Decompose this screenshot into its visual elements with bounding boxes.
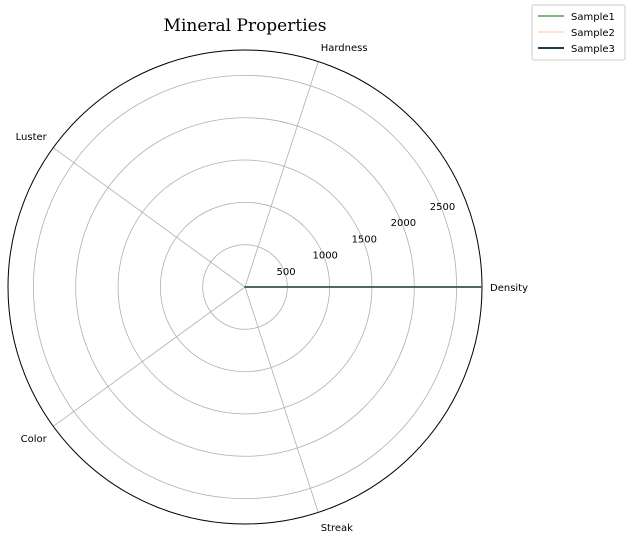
legend: Sample1 Sample2 Sample3 [531, 4, 626, 61]
radial-tick-label: 2000 [391, 218, 416, 229]
axis-label-streak: Streak [321, 523, 353, 534]
radial-tick-label: 1000 [312, 251, 337, 262]
legend-label-sample2: Sample2 [571, 28, 615, 39]
spoke-luster [53, 147, 246, 288]
spoke-hardness [244, 61, 319, 288]
axis-label-density: Density [490, 283, 528, 294]
spoke-color [53, 286, 246, 427]
radar-spokes [53, 61, 482, 513]
axis-labels: Density Hardness Luster Color Streak [16, 43, 528, 534]
chart-title: Mineral Properties [164, 16, 327, 36]
axis-label-luster: Luster [16, 132, 48, 143]
radial-tick-labels: 500 1000 1500 2000 2500 [277, 202, 456, 278]
axis-label-hardness: Hardness [321, 43, 368, 54]
axis-label-color: Color [21, 434, 48, 445]
legend-label-sample3: Sample3 [571, 44, 615, 55]
spoke-streak [244, 286, 319, 513]
legend-frame [531, 4, 626, 61]
radial-tick-label: 2500 [430, 202, 455, 213]
radial-tick-label: 500 [277, 267, 296, 278]
radial-tick-label: 1500 [352, 234, 377, 245]
legend-label-sample1: Sample1 [571, 12, 615, 23]
